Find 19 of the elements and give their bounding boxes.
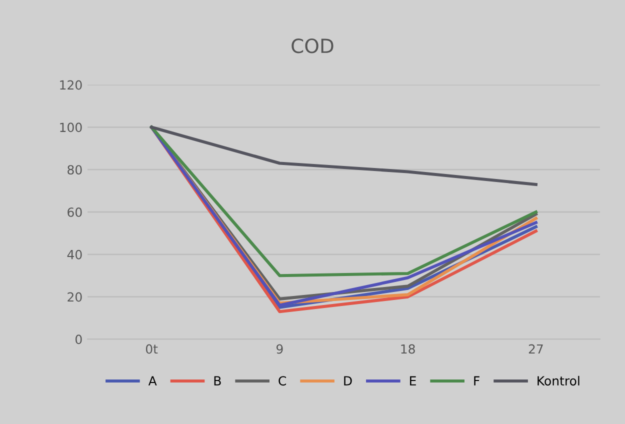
x-tick-label: 18 [401, 344, 415, 354]
y-tick-label: 100 [60, 122, 82, 132]
chart-title: COD [292, 38, 334, 54]
legend-label: E [410, 376, 416, 386]
legend-label: F [474, 376, 480, 386]
legend-label: B [214, 376, 221, 386]
x-tick-label: 9 [276, 344, 283, 354]
legend-label: C [278, 376, 286, 386]
legend-label: D [344, 376, 352, 386]
legend-label: A [148, 376, 157, 386]
y-tick-label: 80 [68, 165, 82, 175]
y-tick-label: 120 [60, 80, 82, 90]
y-tick-label: 40 [67, 250, 82, 260]
x-tick-label: 27 [528, 344, 543, 354]
x-tick-label: 0t [146, 344, 158, 354]
legend-label: Kontrol [538, 376, 580, 386]
y-tick-label: 20 [68, 292, 82, 302]
y-tick-label: 0 [76, 334, 82, 344]
y-tick-label: 60 [68, 207, 82, 217]
